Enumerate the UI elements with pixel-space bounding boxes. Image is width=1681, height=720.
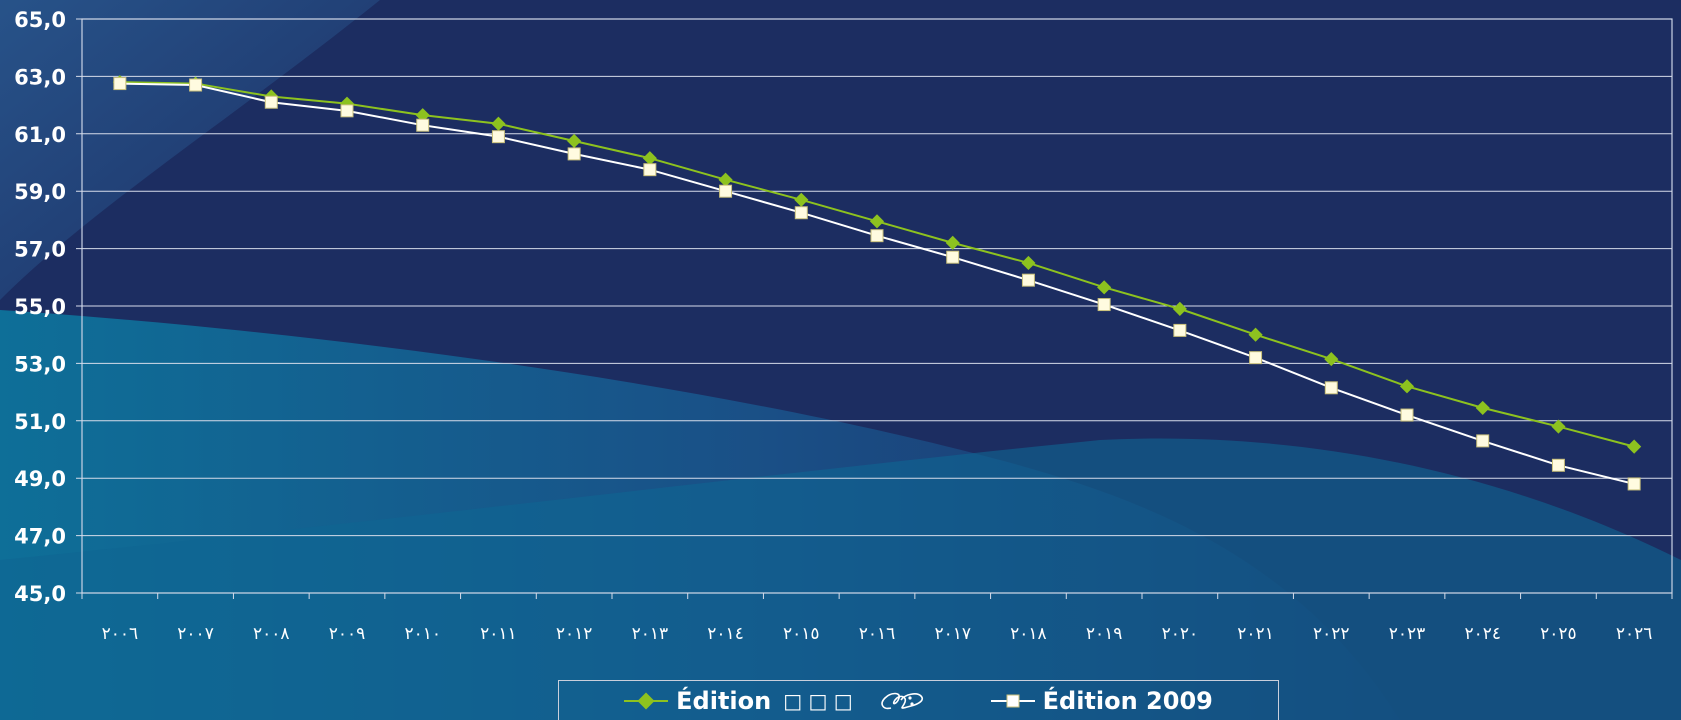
- series-1-point: [1097, 280, 1112, 295]
- series-1-point: [567, 133, 582, 149]
- x-tick-label: ٢٠٢٦: [1616, 624, 1653, 644]
- y-axis: 45,0 47,0 49,0 51,0 53,0 55,0 57,0 59,0 61,0 63,0…: [14, 8, 66, 606]
- series-2-point: [946, 250, 960, 264]
- series-2-point: [1627, 477, 1641, 491]
- x-tick-label: ٢٠٠٨: [253, 624, 290, 644]
- x-tick-label: ٢٠١٣: [632, 624, 669, 644]
- series-1-point: [1021, 255, 1036, 271]
- legend-swatch-square-icon: [990, 694, 1035, 707]
- series-1-point: [642, 151, 657, 166]
- x-tick-label: ٢٠١١: [480, 624, 517, 644]
- series-2-point: [1173, 323, 1187, 337]
- series-1-point: [869, 214, 885, 229]
- x-tick-label: ٢٠١٧: [934, 624, 971, 644]
- series-2-point: [719, 184, 733, 198]
- series-1-point: [1172, 301, 1187, 316]
- series-2-point: [264, 95, 278, 109]
- series-2-point: [189, 78, 203, 92]
- x-tick-label: ٢٠٢١: [1237, 624, 1274, 644]
- series-1-point: [794, 192, 809, 207]
- x-axis: ٢٠٠٦ ٢٠٠٧ ٢٠٠٨ ٢٠٠٩ ٢٠١٠ ٢٠١١ ٢٠١٢ ٢٠١٣ ٢٠١٤ ٢٠١٥…: [81, 593, 1673, 644]
- x-tick-label: ٢٠٢٢: [1313, 624, 1350, 644]
- y-tick-label: 59,0: [14, 180, 66, 204]
- series-2-point: [113, 77, 127, 91]
- legend-item-edition: Édition □ □ □: [624, 686, 930, 716]
- series-2-point: [567, 147, 581, 161]
- series-2-point: [1324, 381, 1338, 395]
- y-tick-label: 57,0: [14, 238, 66, 262]
- series-1-point: [1475, 400, 1490, 415]
- x-tick-label: ٢٠٢٤: [1464, 624, 1501, 644]
- series-layer: [112, 75, 1642, 491]
- series-2-point: [643, 163, 657, 177]
- x-tick-label: ٢٠١٤: [707, 624, 744, 644]
- y-tick-label: 55,0: [14, 295, 66, 319]
- x-tick-label: ٢٠١٢: [556, 624, 593, 644]
- series-1-point: [1324, 352, 1339, 367]
- series-2-point: [794, 206, 808, 220]
- legend-swatch-diamond-icon: [624, 692, 669, 709]
- x-tick-label: ٢٠١٩: [1086, 624, 1123, 644]
- x-tick-label: ٢٠٠٩: [329, 624, 366, 644]
- series-2-point: [870, 229, 884, 243]
- series-1-point: [1248, 327, 1263, 342]
- legend-label-edition-suffix: □ □ □: [783, 688, 853, 713]
- y-tick-label: 65,0: [14, 8, 66, 32]
- legend-item-edition-2009: Édition 2009: [990, 686, 1213, 715]
- series-2-point: [1551, 458, 1565, 472]
- series-2-point: [1097, 298, 1111, 312]
- y-tick-label: 47,0: [14, 525, 66, 549]
- series-1-point: [718, 172, 733, 187]
- y-tick-label: 63,0: [14, 65, 66, 89]
- x-tick-label: ٢٠٠٦: [102, 624, 139, 644]
- y-tick-label: 45,0: [14, 582, 66, 606]
- series-1-point: [945, 235, 960, 250]
- legend: Édition □ □ □ Édition 2009: [558, 680, 1279, 720]
- x-tick-label: ٢٠٠٧: [177, 624, 214, 644]
- x-tick-label: ٢٠٢٣: [1389, 624, 1426, 644]
- x-tick-label: ٢٠٢٥: [1540, 624, 1577, 644]
- series-2-point: [416, 118, 430, 132]
- legend-label-edition-2009: Édition 2009: [1042, 686, 1213, 715]
- series-2-point: [1476, 434, 1490, 448]
- script-logo-icon: [880, 692, 923, 709]
- series-2-point: [340, 104, 354, 118]
- gridlines: [76, 18, 1673, 594]
- series-2-point: [1021, 273, 1035, 287]
- y-tick-label: 53,0: [14, 352, 66, 376]
- x-tick-label: ٢٠١٨: [1010, 624, 1047, 644]
- y-tick-label: 51,0: [14, 410, 66, 434]
- series-1-point: [1627, 439, 1642, 454]
- series-1-point: [415, 108, 430, 123]
- y-tick-label: 49,0: [14, 467, 66, 491]
- x-tick-label: ٢٠٢٠: [1162, 624, 1199, 644]
- series-1-point: [1399, 379, 1415, 394]
- series-2-point: [1400, 408, 1414, 422]
- series-1-point: [1551, 419, 1566, 434]
- series-1-point: [491, 116, 506, 131]
- y-tick-label: 61,0: [14, 123, 66, 147]
- series-line-2: [119, 82, 1635, 485]
- x-tick-label: ٢٠١٦: [859, 624, 896, 644]
- legend-label-edition: Édition: [676, 686, 772, 715]
- series-2-point: [491, 130, 505, 144]
- x-tick-label: ٢٠١٥: [783, 624, 820, 644]
- x-tick-label: ٢٠١٠: [404, 624, 441, 644]
- series-2-point: [1249, 351, 1263, 365]
